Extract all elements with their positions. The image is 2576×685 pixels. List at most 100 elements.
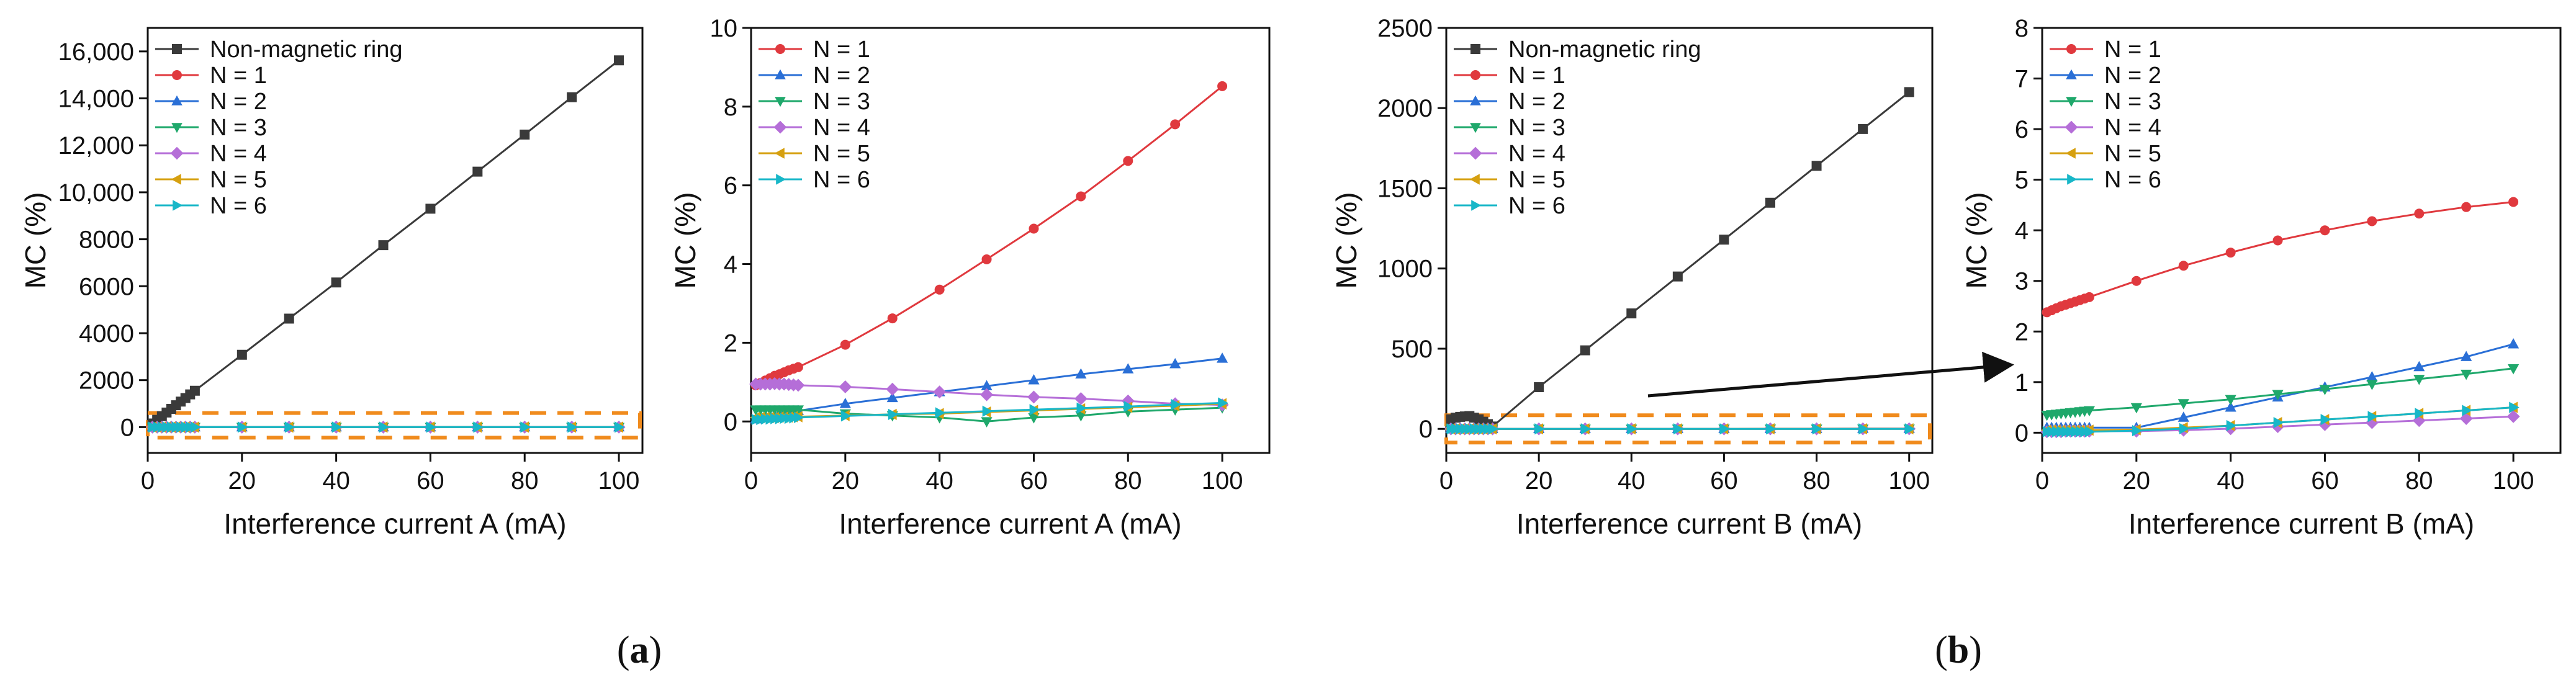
data-point [189,385,200,396]
series-7 [1446,423,1916,435]
x-tick-label: 40 [2217,467,2245,495]
data-point [2225,248,2236,257]
data-point [1672,271,1683,282]
legend-entry: N = 5 [210,167,267,193]
y-tick-label: 10 [710,15,738,42]
data-point [982,405,993,417]
legend-marker [2067,174,2078,185]
data-point [839,398,851,408]
x-tick-label: 80 [511,467,539,495]
data-point [2177,399,2189,410]
data-point [284,313,294,324]
data-point [1580,345,1590,356]
data-point [2320,225,2330,236]
x-tick-label: 0 [744,467,758,495]
data-point [2506,410,2520,423]
legend-marker [774,148,785,159]
plot-frame [750,27,1271,454]
y-tick-label: 1500 [1377,175,1433,202]
data-point [1171,398,1181,411]
data-point [2225,401,2236,412]
y-tick-label: 14,000 [58,86,134,113]
legend-marker [775,97,786,107]
data-point [2083,406,2096,417]
data-point [1904,87,1914,97]
legend-marker [170,146,184,160]
data-point [425,204,436,214]
y-tick-label: 2 [2015,318,2029,346]
legend-entry: N = 1 [210,63,267,89]
data-point [1811,161,1822,171]
y-tick-label: 2000 [1377,95,1433,122]
legend-entry: N = 2 [2104,63,2161,89]
x-tick-label: 40 [1618,467,1646,495]
y-tick-label: 8 [724,94,737,121]
data-point [981,254,992,264]
data-point [886,382,899,396]
legend-marker [1470,95,1481,105]
data-point [2461,351,2472,361]
y-tick-label: 5 [2015,167,2029,194]
data-point [2507,364,2520,375]
legend-entry: N = 4 [813,115,870,141]
data-point [567,92,577,102]
data-point [426,421,437,433]
y-axis-label: MC (%) [1960,192,1993,289]
legend-entry: N = 3 [813,89,870,115]
data-point [331,277,341,288]
data-point [2413,375,2425,385]
y-tick-label: 0 [724,408,737,436]
data-point [2225,395,2236,406]
legend-marker [775,44,785,54]
y-axis-label: MC (%) [1330,192,1362,289]
data-point [2130,403,2142,414]
x-tick-label: 60 [1710,467,1738,495]
legend-marker [1471,200,1482,211]
data-point [1627,423,1637,435]
data-point [2177,411,2189,422]
data-point [839,380,852,393]
data-point [1719,235,1729,245]
y-tick-label: 10,000 [58,179,134,207]
data-point [2084,292,2094,302]
data-point [615,421,625,433]
y-tick-label: 6 [724,172,737,200]
data-point [934,284,945,295]
legend-entry: N = 2 [813,63,870,89]
x-tick-label: 20 [228,467,256,495]
plot-frame [2041,27,2562,454]
zoom-arrow [1647,351,2014,398]
data-point [1076,402,1088,414]
data-point [2179,423,2190,434]
y-tick-label: 3 [2015,268,2029,295]
legend-entry: N = 4 [210,141,267,167]
legend-entry: N = 1 [813,37,870,63]
data-point [2131,275,2141,286]
data-point [2273,416,2284,429]
data-point [981,417,993,428]
data-point [520,421,531,433]
series-line [2047,201,2514,313]
data-point [1028,374,1040,385]
data-point [2320,414,2331,426]
x-axis-label: Interference current B (mA) [2128,508,2474,540]
data-point [1488,423,1499,435]
data-point [2132,425,2143,437]
y-tick-label: 1000 [1377,256,1433,283]
data-point [1075,368,1087,379]
y-tick-label: 6000 [79,273,134,300]
series-4 [749,377,1229,412]
legend-entry: N = 5 [813,141,870,167]
data-point [191,421,201,433]
series-3 [2041,364,2520,421]
y-tick-label: 2 [724,329,737,357]
data-point [935,407,946,419]
data-point [1169,357,1181,369]
x-tick-label: 20 [1525,467,1553,495]
data-point [1766,423,1777,435]
legend-marker [776,174,786,185]
legend-marker [173,200,183,211]
data-point [520,129,530,140]
legend-marker [171,95,182,105]
legend-marker [172,70,182,80]
